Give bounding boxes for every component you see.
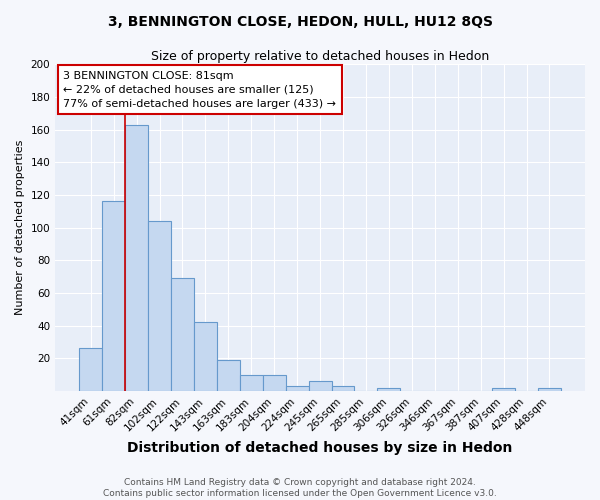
Text: Contains HM Land Registry data © Crown copyright and database right 2024.
Contai: Contains HM Land Registry data © Crown c… bbox=[103, 478, 497, 498]
Bar bbox=[240, 374, 263, 391]
Bar bbox=[125, 124, 148, 391]
Bar bbox=[308, 381, 332, 391]
Text: 3, BENNINGTON CLOSE, HEDON, HULL, HU12 8QS: 3, BENNINGTON CLOSE, HEDON, HULL, HU12 8… bbox=[107, 15, 493, 29]
Bar bbox=[171, 278, 194, 391]
Bar bbox=[263, 374, 286, 391]
Bar bbox=[492, 388, 515, 391]
Text: 3 BENNINGTON CLOSE: 81sqm
← 22% of detached houses are smaller (125)
77% of semi: 3 BENNINGTON CLOSE: 81sqm ← 22% of detac… bbox=[63, 70, 336, 108]
Bar bbox=[217, 360, 240, 391]
Bar bbox=[102, 202, 125, 391]
Bar bbox=[377, 388, 400, 391]
Bar bbox=[538, 388, 561, 391]
Bar bbox=[194, 322, 217, 391]
Bar bbox=[332, 386, 355, 391]
X-axis label: Distribution of detached houses by size in Hedon: Distribution of detached houses by size … bbox=[127, 441, 513, 455]
Y-axis label: Number of detached properties: Number of detached properties bbox=[15, 140, 25, 315]
Bar bbox=[286, 386, 308, 391]
Bar bbox=[79, 348, 102, 391]
Title: Size of property relative to detached houses in Hedon: Size of property relative to detached ho… bbox=[151, 50, 489, 63]
Bar bbox=[148, 221, 171, 391]
